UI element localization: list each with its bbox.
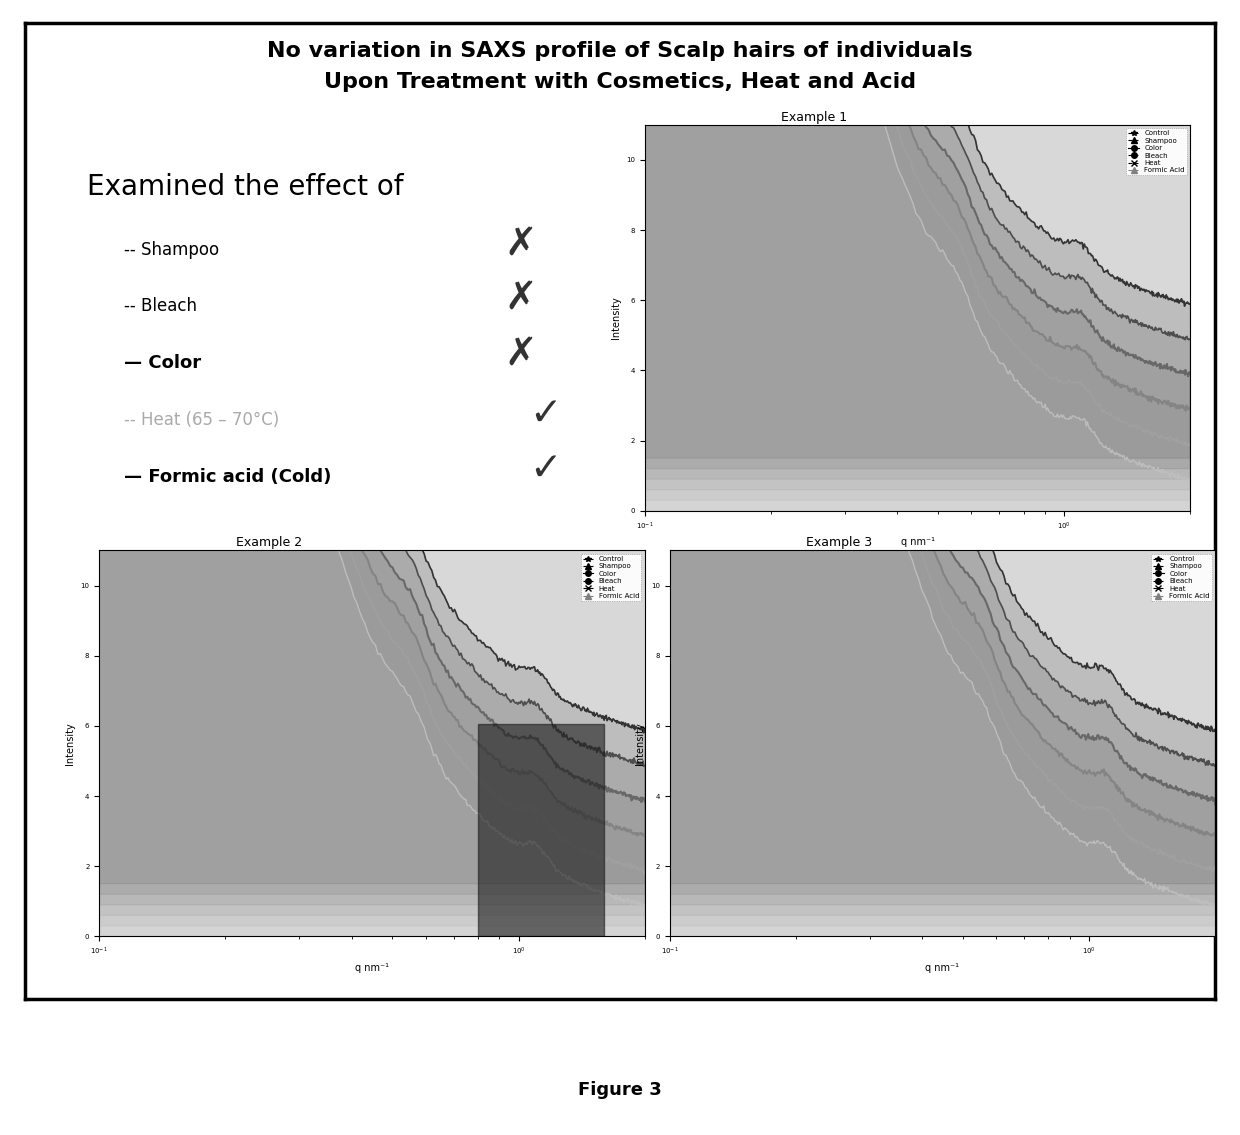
- Text: Example 3: Example 3: [806, 537, 872, 549]
- Text: Examined the effect of: Examined the effect of: [87, 174, 403, 201]
- Text: ✗: ✗: [505, 278, 537, 317]
- X-axis label: q nm⁻¹: q nm⁻¹: [900, 537, 935, 547]
- Bar: [477, 724, 604, 936]
- Text: Figure 3: Figure 3: [578, 1081, 662, 1099]
- Text: -- Shampoo: -- Shampoo: [124, 241, 219, 259]
- Text: ✓: ✓: [529, 449, 562, 488]
- Text: Upon Treatment with Cosmetics, Heat and Acid: Upon Treatment with Cosmetics, Heat and …: [324, 72, 916, 92]
- X-axis label: q nm⁻¹: q nm⁻¹: [355, 962, 389, 973]
- X-axis label: q nm⁻¹: q nm⁻¹: [925, 962, 960, 973]
- Legend: Control, Shampoo, Color, Bleach, Heat, Formic Acid: Control, Shampoo, Color, Bleach, Heat, F…: [1126, 128, 1187, 176]
- Y-axis label: Intensity: Intensity: [610, 296, 620, 339]
- Legend: Control, Shampoo, Color, Bleach, Heat, Formic Acid: Control, Shampoo, Color, Bleach, Heat, F…: [580, 554, 641, 602]
- Text: — Color: — Color: [124, 354, 201, 372]
- Text: Example 2: Example 2: [236, 537, 301, 549]
- Y-axis label: Intensity: Intensity: [64, 722, 74, 765]
- Legend: Control, Shampoo, Color, Bleach, Heat, Formic Acid: Control, Shampoo, Color, Bleach, Heat, F…: [1151, 554, 1211, 602]
- Text: ✗: ✗: [505, 335, 537, 373]
- Text: — Formic acid (Cold): — Formic acid (Cold): [124, 468, 331, 486]
- Text: ✗: ✗: [505, 225, 537, 263]
- Text: -- Bleach: -- Bleach: [124, 297, 197, 316]
- Y-axis label: Intensity: Intensity: [635, 722, 645, 765]
- Text: -- Heat (65 – 70°C): -- Heat (65 – 70°C): [124, 411, 279, 429]
- Text: No variation in SAXS profile of Scalp hairs of individuals: No variation in SAXS profile of Scalp ha…: [267, 41, 973, 61]
- Text: Example 1: Example 1: [781, 111, 847, 124]
- Text: ✓: ✓: [529, 395, 562, 434]
